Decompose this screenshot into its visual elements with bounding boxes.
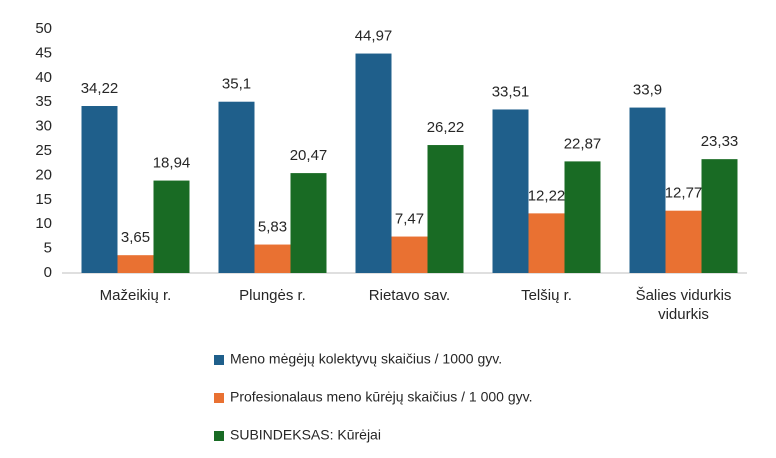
bar: [117, 255, 154, 273]
bar: [355, 53, 392, 273]
bar: [492, 109, 529, 274]
value-label: 3,65: [121, 229, 150, 246]
x-tick-label: Telšių r.: [521, 287, 572, 304]
legend-label: Profesionalaus meno kūrėjų skaičius / 1 …: [230, 389, 532, 405]
value-label: 26,22: [427, 119, 465, 136]
value-label: 18,94: [153, 155, 191, 172]
bar: [218, 101, 255, 273]
y-tick-label: 15: [35, 191, 52, 208]
value-label: 33,9: [633, 82, 662, 99]
y-tick-label: 20: [35, 166, 52, 183]
x-tick-label: Plungės r.: [239, 287, 306, 304]
legend-label: Meno mėgėjų kolektyvų skaičius / 1000 gy…: [230, 351, 502, 367]
legend-swatch: [214, 393, 224, 403]
bar: [290, 173, 327, 273]
legend-label: SUBINDEKSAS: Kūrėjai: [230, 427, 381, 443]
y-tick-label: 10: [35, 215, 52, 232]
bar: [528, 213, 565, 273]
value-label: 20,47: [290, 147, 328, 164]
x-tick-label: Mažeikių r.: [99, 287, 172, 304]
bar: [427, 145, 464, 273]
y-tick-label: 25: [35, 142, 52, 159]
value-label: 7,47: [395, 211, 424, 228]
value-label: 44,97: [355, 28, 393, 45]
bar: [81, 106, 118, 273]
y-tick-label: 45: [35, 44, 52, 61]
x-tick-label: Šalies vidurkis vidurkis: [635, 287, 732, 323]
y-tick-label: 30: [35, 118, 52, 135]
bar: [153, 180, 190, 273]
y-tick-label: 50: [35, 20, 52, 37]
value-label: 33,51: [492, 83, 530, 100]
bar: [254, 244, 291, 273]
value-label: 22,87: [564, 135, 602, 152]
value-label: 12,77: [665, 185, 703, 202]
value-label: 5,83: [258, 219, 287, 236]
value-label: 12,22: [528, 187, 566, 204]
bar: [629, 107, 666, 274]
legend-swatch: [214, 355, 224, 365]
bar: [391, 236, 428, 273]
bar: [564, 161, 601, 273]
value-label: 23,33: [701, 133, 739, 150]
x-tick-label: Rietavo sav.: [368, 287, 451, 304]
y-tick-label: 40: [35, 69, 52, 86]
value-label: 35,1: [222, 76, 251, 93]
bar: [701, 159, 738, 273]
y-tick-label: 0: [44, 264, 52, 281]
bar: [665, 210, 702, 273]
y-tick-label: 35: [35, 93, 52, 110]
y-tick-label: 5: [44, 240, 52, 257]
legend-swatch: [214, 431, 224, 441]
value-label: 34,22: [81, 80, 119, 97]
